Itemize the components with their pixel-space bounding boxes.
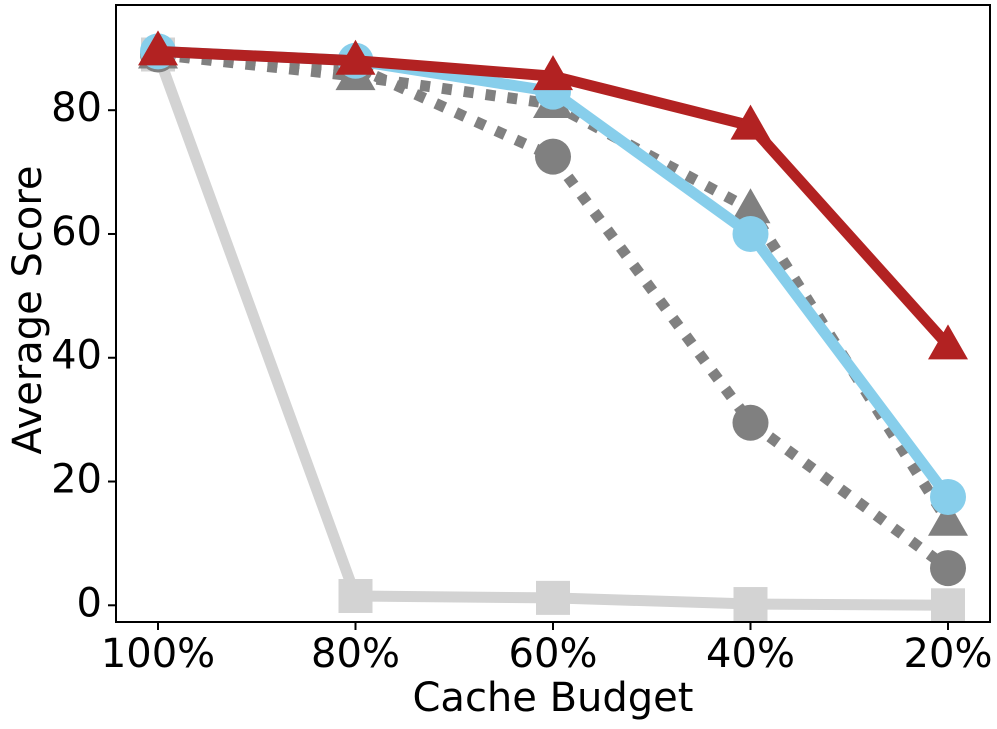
y-tick-label: 20 — [51, 457, 102, 503]
x-tick-label: 20% — [904, 631, 993, 677]
marker — [138, 30, 178, 66]
x-axis-label: Cache Budget — [413, 675, 694, 721]
x-tick-label: 80% — [311, 631, 400, 677]
series-line — [152, 52, 949, 611]
y-tick-label: 40 — [51, 333, 102, 379]
y-tick-label: 0 — [77, 580, 102, 626]
marker — [535, 138, 571, 175]
marker — [335, 39, 376, 75]
marker — [930, 478, 966, 515]
series-line — [157, 45, 953, 501]
y-tick-label: 60 — [51, 209, 102, 255]
series-line — [157, 49, 953, 525]
y-tick-label: 80 — [51, 85, 102, 131]
y-axis-label: Average Score — [5, 165, 51, 454]
marker — [533, 55, 573, 91]
marker — [928, 500, 968, 536]
marker — [730, 188, 771, 224]
x-tick-label: 100% — [101, 631, 215, 677]
marker — [730, 104, 771, 140]
marker — [732, 404, 769, 441]
x-tick-label: 40% — [706, 631, 795, 677]
marker — [931, 588, 965, 623]
marker — [732, 215, 769, 252]
x-tick-label: 60% — [509, 631, 598, 677]
series-line — [157, 49, 952, 573]
marker — [536, 580, 570, 615]
plot-frame — [115, 4, 991, 623]
marker — [338, 579, 373, 614]
marker — [733, 587, 768, 622]
marker — [930, 550, 966, 587]
marker — [928, 324, 968, 360]
